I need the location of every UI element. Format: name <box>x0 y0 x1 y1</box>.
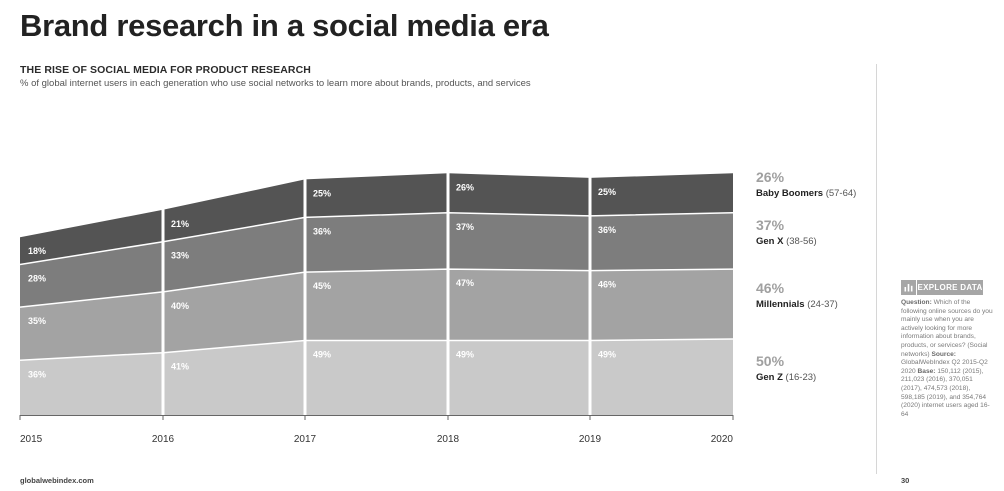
area-gen-z-2016 <box>163 340 305 415</box>
area-millennials-2017 <box>305 269 448 341</box>
data-label: 41% <box>171 362 189 372</box>
data-label: 49% <box>313 350 331 360</box>
area-baby-boomers-2017 <box>305 173 448 218</box>
data-label: 26% <box>456 182 474 192</box>
data-label: 36% <box>28 369 46 379</box>
series-boundary-line <box>19 338 734 362</box>
area-millennials-2018 <box>448 269 590 341</box>
area-gen-z-2017 <box>305 340 448 415</box>
data-label: 28% <box>28 274 46 284</box>
data-label: 36% <box>598 225 616 235</box>
series-boundary-line <box>19 212 734 266</box>
data-label: 45% <box>313 281 331 291</box>
legend-age-range: (16-23) <box>783 372 816 383</box>
area-gen-x-2019 <box>590 212 733 271</box>
data-label: 33% <box>171 251 189 261</box>
methodology-notes: Question: Which of the following online … <box>901 299 993 419</box>
legend-series-label: Gen X <box>756 236 784 247</box>
area-baby-boomers-2018 <box>448 173 590 216</box>
legend-series-label: Millennials <box>756 299 805 310</box>
source-label: Source: <box>931 350 956 358</box>
data-label: 35% <box>28 316 46 326</box>
data-label: 40% <box>171 301 189 311</box>
legend-series-name: Gen Z (16-23) <box>756 372 816 383</box>
data-label: 36% <box>313 226 331 236</box>
area-baby-boomers-2019 <box>590 173 733 216</box>
data-label: 37% <box>456 222 474 232</box>
explore-data-label: EXPLORE DATA <box>917 283 983 292</box>
area-gen-z-2019 <box>590 339 733 415</box>
base-label: Base: <box>917 367 936 375</box>
data-label: 25% <box>598 187 616 197</box>
series-boundary-line <box>19 268 734 308</box>
legend-end-value: 26% <box>756 169 785 185</box>
data-label: 46% <box>598 280 616 290</box>
area-millennials-2016 <box>163 272 305 353</box>
question-text: Which of the following online sources do… <box>901 299 993 358</box>
footer-website: globalwebindex.com <box>20 476 94 485</box>
source-text: GlobalWebIndex Q2 2015-Q2 2020 <box>901 359 988 375</box>
data-label: 18% <box>28 246 46 256</box>
x-tick-label: 2015 <box>20 434 43 445</box>
x-tick-label: 2017 <box>294 434 317 445</box>
x-tick-label: 2016 <box>152 434 175 445</box>
divider <box>876 64 877 474</box>
legend-series-label: Baby Boomers <box>756 188 823 199</box>
bar-chart-icon <box>901 280 917 295</box>
legend-series-name: Gen X (38-56) <box>756 236 817 247</box>
area-baby-boomers-2016 <box>163 179 305 242</box>
x-tick-label: 2020 <box>711 434 734 445</box>
chart-subtitle: THE RISE OF SOCIAL MEDIA FOR PRODUCT RES… <box>20 64 311 76</box>
legend-age-range: (24-37) <box>805 299 838 310</box>
legend-series-label: Gen Z <box>756 372 783 383</box>
area-gen-x-2018 <box>448 212 590 271</box>
area-baby-boomers-2015 <box>20 209 163 265</box>
page-title: Brand research in a social media era <box>20 8 549 43</box>
base-text: 150,112 (2015), 211,023 (2016), 370,051 … <box>901 367 990 418</box>
legend-age-range: (38-56) <box>783 236 816 247</box>
area-millennials-2015 <box>20 291 163 361</box>
question-label: Question: <box>901 299 932 306</box>
x-tick-label: 2018 <box>437 434 460 445</box>
data-label: 47% <box>456 278 474 288</box>
area-millennials-2019 <box>590 269 733 341</box>
area-gen-x-2017 <box>305 212 448 273</box>
area-gen-z-2018 <box>448 340 590 415</box>
legend-end-value: 37% <box>756 217 785 233</box>
page-number: 30 <box>901 476 910 485</box>
legend-end-value: 50% <box>756 353 785 369</box>
data-label: 21% <box>171 219 189 229</box>
area-gen-z-2015 <box>20 352 163 415</box>
legend-end-value: 46% <box>756 280 785 296</box>
area-gen-x-2015 <box>20 241 163 308</box>
legend-age-range: (57-64) <box>823 188 856 199</box>
x-tick-label: 2019 <box>579 434 602 445</box>
data-label: 25% <box>313 188 331 198</box>
data-label: 49% <box>598 350 616 360</box>
explore-data-button[interactable]: EXPLORE DATA <box>901 280 983 295</box>
legend-series-name: Millennials (24-37) <box>756 299 838 310</box>
chart-description: % of global internet users in each gener… <box>20 78 531 89</box>
legend-series-name: Baby Boomers (57-64) <box>756 188 856 199</box>
data-label: 49% <box>456 350 474 360</box>
